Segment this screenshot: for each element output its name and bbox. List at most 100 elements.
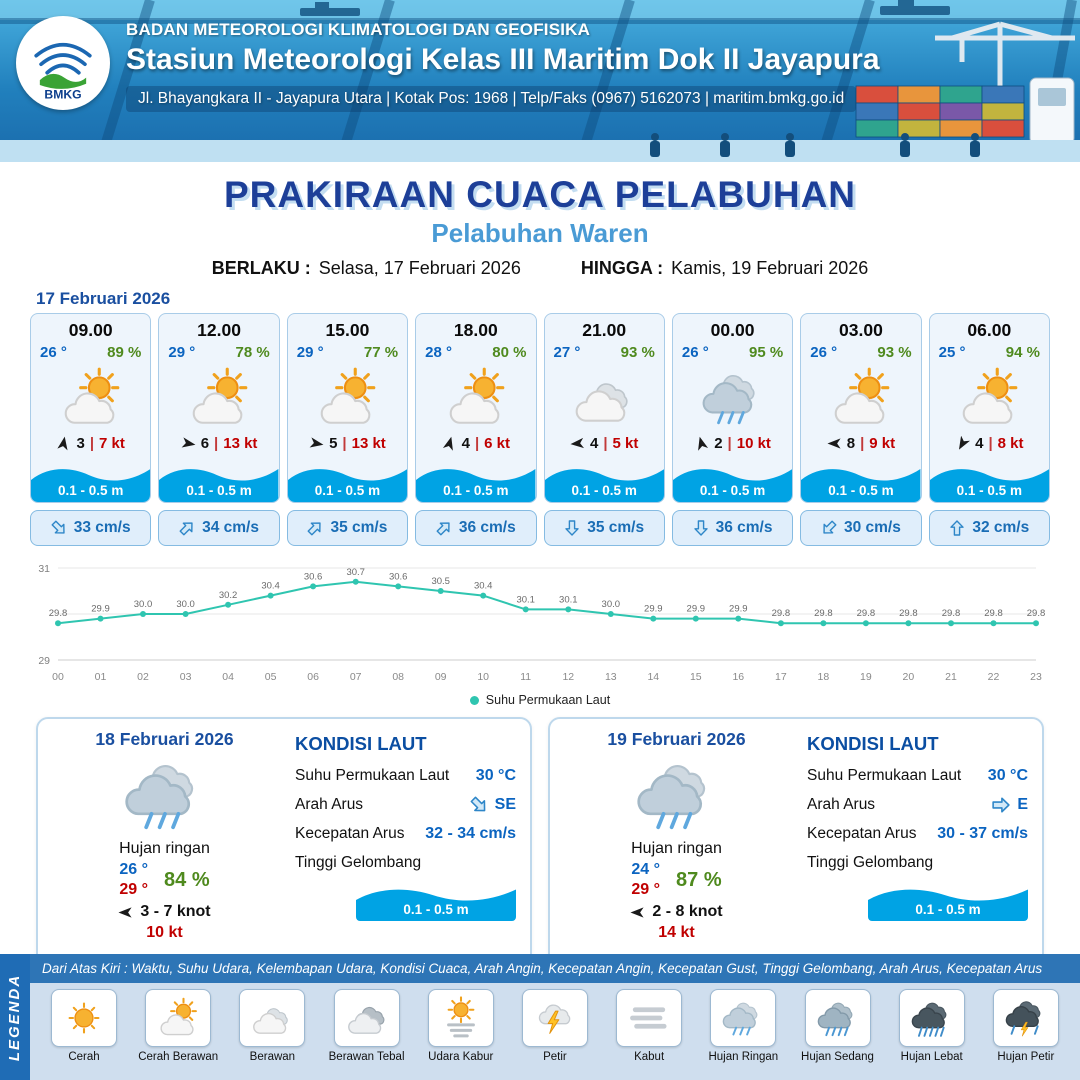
- air-temperature: 28 °: [425, 344, 452, 361]
- humidity: 94 %: [1005, 344, 1040, 361]
- svg-text:30.6: 30.6: [389, 571, 408, 582]
- air-temperature: 29 °: [168, 344, 196, 361]
- legend-label: Hujan Petir: [997, 1051, 1055, 1063]
- legend-label: Kabut: [634, 1051, 665, 1063]
- current-direction-text: E: [1017, 796, 1028, 813]
- day-condition: Hujan ringan: [631, 840, 722, 857]
- current-speed: 33 cm/s: [73, 519, 131, 536]
- svg-text:30.2: 30.2: [219, 590, 238, 601]
- svg-text:29.9: 29.9: [91, 604, 110, 615]
- wave-label: Tinggi Gelombang: [807, 854, 934, 871]
- current-speed: 30 cm/s: [843, 519, 901, 536]
- wave-height-band: 0.1 - 0.5 m: [929, 458, 1049, 502]
- current-direction-arrow: [950, 520, 965, 536]
- svg-text:29.9: 29.9: [644, 604, 663, 615]
- svg-text:17: 17: [775, 671, 787, 683]
- weather-icon-box: [31, 361, 150, 435]
- wind-speed: 4: [589, 435, 599, 452]
- current-box: 36 cm/s: [671, 510, 794, 546]
- separator: |: [342, 435, 347, 452]
- weather-icon-box: [545, 361, 664, 435]
- day-humidity: 87 %: [676, 868, 722, 891]
- separator: |: [860, 435, 865, 452]
- sst-value: 30 °C: [987, 767, 1028, 784]
- forecast-time: 09.00: [68, 320, 113, 340]
- legend-icon-box: [51, 989, 117, 1047]
- temp-humidity-row: 25 ° 94 %: [930, 341, 1049, 361]
- wave-height: 0.1 - 0.5 m: [571, 483, 637, 498]
- separator: |: [603, 435, 608, 452]
- svg-text:09: 09: [435, 671, 447, 683]
- svg-text:29.8: 29.8: [984, 608, 1003, 619]
- wind-speed: 8: [846, 435, 856, 452]
- wind-direction-arrow: [442, 436, 453, 451]
- svg-text:05: 05: [265, 671, 277, 683]
- humidity: 95 %: [749, 344, 784, 361]
- svg-text:30.0: 30.0: [602, 599, 621, 610]
- svg-text:BMKG: BMKG: [44, 87, 81, 101]
- legend-label: Hujan Sedang: [801, 1051, 874, 1063]
- temp-column: 24 ° 29 °: [631, 861, 660, 899]
- sst-chart-container: 31 29 29.8 00 29.9 01 30.0 02 30.0 03 30.2 04 30.4 05…: [30, 554, 1050, 707]
- current-speed: 35 cm/s: [330, 519, 388, 536]
- wind-gust: 5 kt: [612, 435, 639, 452]
- svg-text:29.8: 29.8: [814, 608, 833, 619]
- wind-gust: 7 kt: [99, 435, 125, 452]
- legend-icon-box: [710, 989, 777, 1047]
- legend-item: Hujan Lebat: [888, 989, 976, 1063]
- wave-graphic: [416, 469, 536, 502]
- current-box: 32 cm/s: [928, 510, 1050, 546]
- hujan-petir-icon: [1005, 1001, 1041, 1037]
- day-summary: 19 Februari 2026 Hujan ringan 24 ° 29 ° …: [564, 729, 789, 953]
- sst-value: 30 °C: [475, 767, 516, 784]
- temp-humidity-row: 26 ° 93 %: [801, 341, 920, 361]
- current-speed-row: Kecepatan Arus 30 - 37 cm/s: [807, 825, 1028, 843]
- wind-direction-arrow: [630, 906, 644, 918]
- wave-graphic: [672, 469, 793, 502]
- svg-text:21: 21: [945, 671, 957, 683]
- sst-chart: 31 29 29.8 00 29.9 01 30.0 02 30.0 03 30.2 04 30.4 05…: [38, 563, 1045, 683]
- forecast-card: 18.00 28 ° 80 % 4 | 6 kt 0.1 - 0.5 m: [415, 313, 537, 503]
- legend-items: Cerah Cerah Berawan Berawan Berawan Tebal Ud…: [30, 983, 1080, 1080]
- sst-row: Suhu Permukaan Laut 30 °C: [295, 767, 516, 785]
- wave-graphic: [929, 469, 1049, 502]
- legend-item: Cerah: [40, 989, 128, 1063]
- wave-label: Tinggi Gelombang: [295, 854, 422, 871]
- wind-row: 4 | 6 kt: [416, 435, 535, 458]
- wind-row: 4 | 5 kt: [545, 435, 664, 458]
- wind-gust: 10 kt: [736, 435, 771, 452]
- svg-text:07: 07: [350, 671, 362, 683]
- header-text: BADAN METEOROLOGI KLIMATOLOGI DAN GEOFIS…: [126, 20, 880, 112]
- legend-label: Hujan Ringan: [708, 1051, 779, 1063]
- legend-item: Cerah Berawan: [134, 989, 222, 1063]
- forecast-time: 18.00: [453, 320, 498, 340]
- wave-graphic: [801, 469, 921, 502]
- day-weather-icon: [52, 752, 277, 838]
- sea-conditions-title: KONDISI LAUT: [295, 733, 427, 754]
- air-temperature: 26 °: [40, 344, 67, 361]
- wave-height: 0.1 - 0.5 m: [314, 483, 381, 498]
- wind-speed: 6: [200, 435, 210, 452]
- day-condition: Hujan ringan: [119, 840, 210, 857]
- svg-text:06: 06: [307, 671, 319, 683]
- wave-height: 0.1 - 0.5 m: [699, 483, 766, 498]
- humidity: 78 %: [235, 344, 270, 361]
- current-direction-arrow: [436, 522, 450, 536]
- separator: |: [727, 435, 732, 452]
- air-temperature: 27 °: [553, 344, 581, 361]
- day-summary: 18 Februari 2026 Hujan ringan 26 ° 29 ° …: [52, 729, 277, 953]
- wind-direction-arrow: [570, 437, 585, 449]
- legend-icon-box: [145, 989, 212, 1047]
- page-title: PRAKIRAAN CUACA PELABUHAN: [223, 174, 857, 215]
- sea-conditions: KONDISI LAUT Suhu Permukaan Laut 30 °C Ar…: [277, 729, 516, 953]
- forecast-date: 17 Februari 2026: [36, 289, 171, 308]
- sst-label: Suhu Permukaan Laut: [807, 767, 962, 784]
- wind-gust: 13 kt: [223, 435, 258, 452]
- wind-direction-arrow: [827, 438, 841, 449]
- day-card: 18 Februari 2026 Hujan ringan 26 ° 29 ° …: [36, 717, 532, 967]
- wave-graphic: [544, 469, 664, 502]
- wind-row: 8 | 9 kt: [801, 435, 920, 458]
- svg-text:29.8: 29.8: [857, 608, 876, 619]
- svg-text:08: 08: [392, 671, 404, 683]
